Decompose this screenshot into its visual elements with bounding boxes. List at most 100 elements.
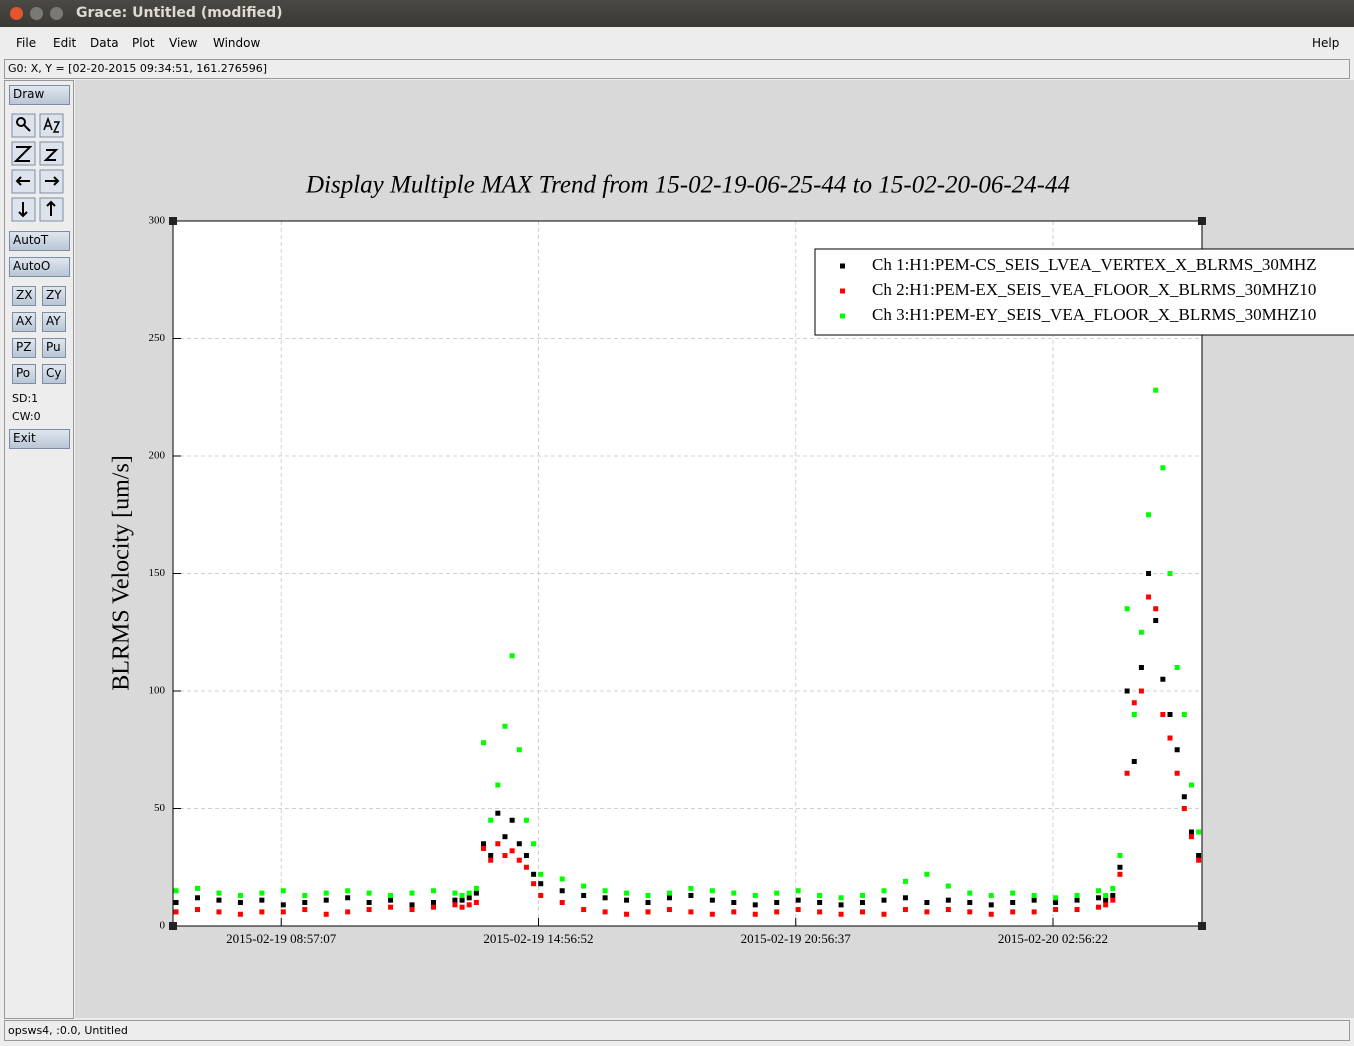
data-point <box>523 853 529 858</box>
data-point <box>1146 594 1152 600</box>
data-point <box>481 845 487 851</box>
y-tick-label: 200 <box>149 450 166 462</box>
tool-button[interactable]: Cy <box>42 364 66 384</box>
maximize-button[interactable] <box>50 7 63 20</box>
data-point <box>481 841 487 847</box>
data-point <box>1196 829 1202 835</box>
data-point <box>1117 864 1123 870</box>
corner-handle <box>169 922 177 930</box>
data-point <box>280 888 286 894</box>
data-point <box>195 895 201 901</box>
status-bar: G0: X, Y = [02-20-2015 09:34:51, 161.276… <box>4 59 1350 79</box>
y-tick-label: 250 <box>149 332 166 344</box>
menu-bar <box>0 28 1354 56</box>
tool-button[interactable]: AY <box>42 312 66 332</box>
data-point <box>1031 909 1037 915</box>
data-point <box>216 897 222 903</box>
data-point <box>302 900 308 905</box>
menu-item[interactable]: File <box>16 36 37 50</box>
data-point <box>302 907 308 913</box>
data-point <box>602 895 608 901</box>
data-point <box>488 817 494 823</box>
data-point <box>945 897 951 903</box>
data-point <box>1110 885 1116 891</box>
data-point <box>452 897 458 903</box>
data-point <box>838 911 844 917</box>
menu-item[interactable]: Window <box>213 36 261 50</box>
data-point <box>1138 688 1144 694</box>
data-point <box>1031 892 1037 898</box>
data-point <box>538 871 544 877</box>
data-point <box>774 890 780 896</box>
data-point <box>1131 700 1137 706</box>
data-point <box>488 853 494 858</box>
data-point <box>516 857 522 863</box>
y-tick-label: 100 <box>149 685 166 697</box>
data-point <box>1117 871 1123 877</box>
data-point <box>488 857 494 863</box>
data-point <box>860 900 866 905</box>
data-point <box>459 904 465 910</box>
data-point <box>645 900 651 905</box>
y-tick-label: 300 <box>149 215 166 227</box>
data-point <box>967 890 973 896</box>
data-point <box>967 909 973 915</box>
tool-button[interactable]: Po <box>12 364 36 384</box>
data-point <box>860 892 866 898</box>
data-point <box>624 911 630 917</box>
tool-button[interactable]: Pu <box>42 338 66 358</box>
exit-button[interactable]: Exit <box>9 429 70 449</box>
data-point <box>988 911 994 917</box>
menu-item[interactable]: Data <box>90 36 119 50</box>
data-point <box>1053 900 1059 905</box>
auto-button[interactable]: AutoT <box>9 231 70 251</box>
data-point <box>645 892 651 898</box>
tool-button[interactable]: ZY <box>42 286 66 306</box>
data-point <box>1188 829 1194 835</box>
data-point <box>1124 770 1130 776</box>
y-tick-label: 0 <box>160 920 166 932</box>
data-point <box>1174 770 1180 776</box>
data-point <box>1103 902 1109 908</box>
zoom-text-button[interactable] <box>39 113 64 138</box>
data-point <box>502 853 508 858</box>
close-button[interactable] <box>10 7 23 20</box>
data-point <box>624 890 630 896</box>
chart-title: Display Multiple MAX Trend from 15-02-19… <box>305 172 1070 199</box>
minimize-button[interactable] <box>30 7 43 20</box>
data-point <box>531 871 537 877</box>
auto-button[interactable]: AutoO <box>9 257 70 277</box>
data-point <box>1124 688 1130 694</box>
menu-item[interactable]: Edit <box>53 36 77 50</box>
data-point <box>881 911 887 917</box>
data-point <box>1153 387 1159 393</box>
data-point <box>795 907 801 913</box>
data-point <box>516 841 522 847</box>
data-point <box>1074 907 1080 913</box>
data-point <box>509 653 515 659</box>
data-point <box>495 810 501 816</box>
data-point <box>1103 892 1109 898</box>
data-point <box>967 900 973 905</box>
data-point <box>516 747 522 753</box>
menu-item[interactable]: Help <box>1312 36 1340 50</box>
data-point <box>473 900 479 905</box>
data-point <box>195 907 201 913</box>
data-point <box>881 897 887 903</box>
data-point <box>280 902 286 908</box>
data-point <box>237 911 243 917</box>
data-point <box>195 885 201 891</box>
tool-button[interactable]: AX <box>12 312 36 332</box>
data-point <box>1131 712 1137 717</box>
data-point <box>902 907 908 913</box>
data-point <box>752 892 758 898</box>
draw-button[interactable]: Draw <box>9 85 70 105</box>
data-point <box>602 888 608 894</box>
tool-button[interactable]: PZ <box>12 338 36 358</box>
menu-item[interactable]: Plot <box>132 36 155 50</box>
data-point <box>1074 897 1080 903</box>
tool-button[interactable]: ZX <box>12 286 36 306</box>
data-point <box>945 907 951 913</box>
data-point <box>216 909 222 915</box>
menu-item[interactable]: View <box>169 36 198 50</box>
